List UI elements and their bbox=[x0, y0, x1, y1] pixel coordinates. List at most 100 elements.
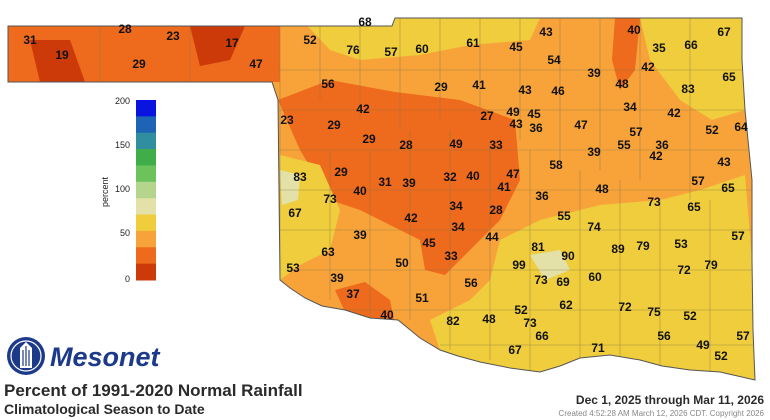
station-value-s37: 34 bbox=[623, 100, 637, 114]
legend-tick-150: 150 bbox=[115, 140, 130, 150]
station-value-s82: 63 bbox=[321, 245, 335, 259]
station-value-s15: 43 bbox=[539, 25, 553, 39]
station-value-s45: 49 bbox=[449, 137, 463, 151]
station-value-s64: 65 bbox=[721, 181, 735, 195]
station-value-s31: 42 bbox=[356, 102, 370, 116]
station-value-s34: 45 bbox=[527, 107, 541, 121]
station-value-s4: 23 bbox=[166, 29, 180, 43]
station-value-s58: 39 bbox=[402, 176, 416, 190]
station-value-s86: 79 bbox=[636, 239, 650, 253]
station-value-s85: 89 bbox=[611, 242, 625, 256]
station-value-s54: 43 bbox=[717, 155, 731, 169]
legend-swatch bbox=[136, 230, 156, 248]
station-value-s49: 55 bbox=[617, 138, 631, 152]
station-value-s62: 41 bbox=[497, 180, 511, 194]
station-value-s55: 83 bbox=[293, 170, 307, 184]
state-outline bbox=[7, 17, 756, 381]
station-value-s116: 52 bbox=[714, 349, 728, 363]
map-subtitle: Climatological Season to Date bbox=[4, 401, 205, 417]
station-value-s79: 44 bbox=[485, 230, 499, 244]
legend-tick-0: 0 bbox=[125, 274, 130, 284]
station-value-s60: 40 bbox=[466, 169, 480, 183]
station-value-s65: 73 bbox=[323, 192, 337, 206]
station-value-s95: 39 bbox=[330, 271, 344, 285]
station-value-s39: 52 bbox=[705, 123, 719, 137]
date-range: Dec 1, 2025 through Mar 11, 2026 bbox=[576, 393, 764, 407]
station-value-s93: 72 bbox=[677, 263, 691, 277]
station-value-s74: 42 bbox=[404, 211, 418, 225]
mesonet-emblem-icon bbox=[7, 337, 45, 375]
station-value-s22: 65 bbox=[722, 70, 736, 84]
station-value-s100: 51 bbox=[415, 291, 429, 305]
station-value-s30: 83 bbox=[681, 82, 695, 96]
mesonet-logo: Mesonet bbox=[7, 337, 161, 375]
station-value-s101: 62 bbox=[559, 298, 573, 312]
station-value-s8: 52 bbox=[303, 33, 317, 47]
station-value-s112: 57 bbox=[736, 329, 750, 343]
station-value-s20: 54 bbox=[547, 53, 561, 67]
station-value-s47: 47 bbox=[574, 118, 588, 132]
legend-tick-200: 200 bbox=[115, 96, 130, 106]
legend-swatch bbox=[136, 181, 156, 199]
station-value-s44: 28 bbox=[399, 138, 413, 152]
station-value-s90: 99 bbox=[512, 258, 526, 272]
station-value-s84: 81 bbox=[531, 240, 545, 254]
station-value-s41: 23 bbox=[280, 113, 294, 127]
station-value-s14: 45 bbox=[509, 40, 523, 54]
station-value-s66: 40 bbox=[353, 184, 367, 198]
station-value-s32: 27 bbox=[480, 109, 494, 123]
station-value-s81: 57 bbox=[731, 229, 745, 243]
station-value-s11: 57 bbox=[384, 45, 398, 59]
legend-swatch bbox=[136, 132, 156, 150]
station-value-s48: 57 bbox=[629, 125, 643, 139]
credit-line: Created 4:52:28 AM March 12, 2026 CDT. C… bbox=[559, 409, 765, 418]
station-value-s2: 19 bbox=[55, 48, 69, 62]
station-value-s76: 34 bbox=[451, 220, 465, 234]
station-value-s113: 49 bbox=[696, 338, 710, 352]
station-value-s3: 28 bbox=[118, 22, 132, 36]
station-value-s107: 75 bbox=[647, 305, 661, 319]
station-value-s104: 48 bbox=[482, 312, 496, 326]
legend-swatch bbox=[136, 263, 156, 281]
station-value-s67: 48 bbox=[595, 182, 609, 196]
station-value-s98: 69 bbox=[556, 275, 570, 289]
station-value-s7: 47 bbox=[249, 57, 263, 71]
station-value-s50: 36 bbox=[655, 138, 669, 152]
station-value-s69: 67 bbox=[288, 206, 302, 220]
station-value-s23: 56 bbox=[321, 77, 335, 91]
station-value-s46: 33 bbox=[489, 138, 503, 152]
station-value-s87: 53 bbox=[674, 237, 688, 251]
station-value-s18: 66 bbox=[684, 38, 698, 52]
station-value-s6: 17 bbox=[225, 36, 239, 50]
station-value-s110: 66 bbox=[535, 329, 549, 343]
station-value-s96: 56 bbox=[464, 276, 478, 290]
station-value-s33: 49 bbox=[506, 105, 520, 119]
station-value-s1: 31 bbox=[23, 33, 37, 47]
station-value-s105: 52 bbox=[514, 303, 528, 317]
station-value-s91: 90 bbox=[561, 249, 575, 263]
station-value-s68: 36 bbox=[535, 189, 549, 203]
station-value-s106: 72 bbox=[618, 300, 632, 314]
station-value-s78: 45 bbox=[422, 236, 436, 250]
station-value-s114: 67 bbox=[508, 343, 522, 357]
legend-swatch bbox=[136, 116, 156, 134]
station-value-s38: 42 bbox=[667, 106, 681, 120]
legend-tick-100: 100 bbox=[115, 184, 130, 194]
station-value-s42: 29 bbox=[327, 118, 341, 132]
legend-color-bar bbox=[136, 100, 156, 281]
station-value-s94: 79 bbox=[704, 258, 718, 272]
legend-swatch bbox=[136, 149, 156, 166]
logo-text: Mesonet bbox=[50, 342, 161, 372]
legend-swatch bbox=[136, 247, 156, 265]
legend-label: percent bbox=[100, 176, 110, 207]
station-value-s16: 40 bbox=[627, 23, 641, 37]
station-value-s21: 42 bbox=[641, 60, 655, 74]
legend-tick-50: 50 bbox=[120, 228, 130, 238]
station-value-s36: 36 bbox=[529, 121, 543, 135]
station-value-s26: 43 bbox=[518, 83, 532, 97]
station-value-s25: 41 bbox=[472, 78, 486, 92]
station-value-s92: 60 bbox=[588, 270, 602, 284]
station-value-s97: 73 bbox=[534, 273, 548, 287]
station-value-s109: 73 bbox=[523, 316, 537, 330]
